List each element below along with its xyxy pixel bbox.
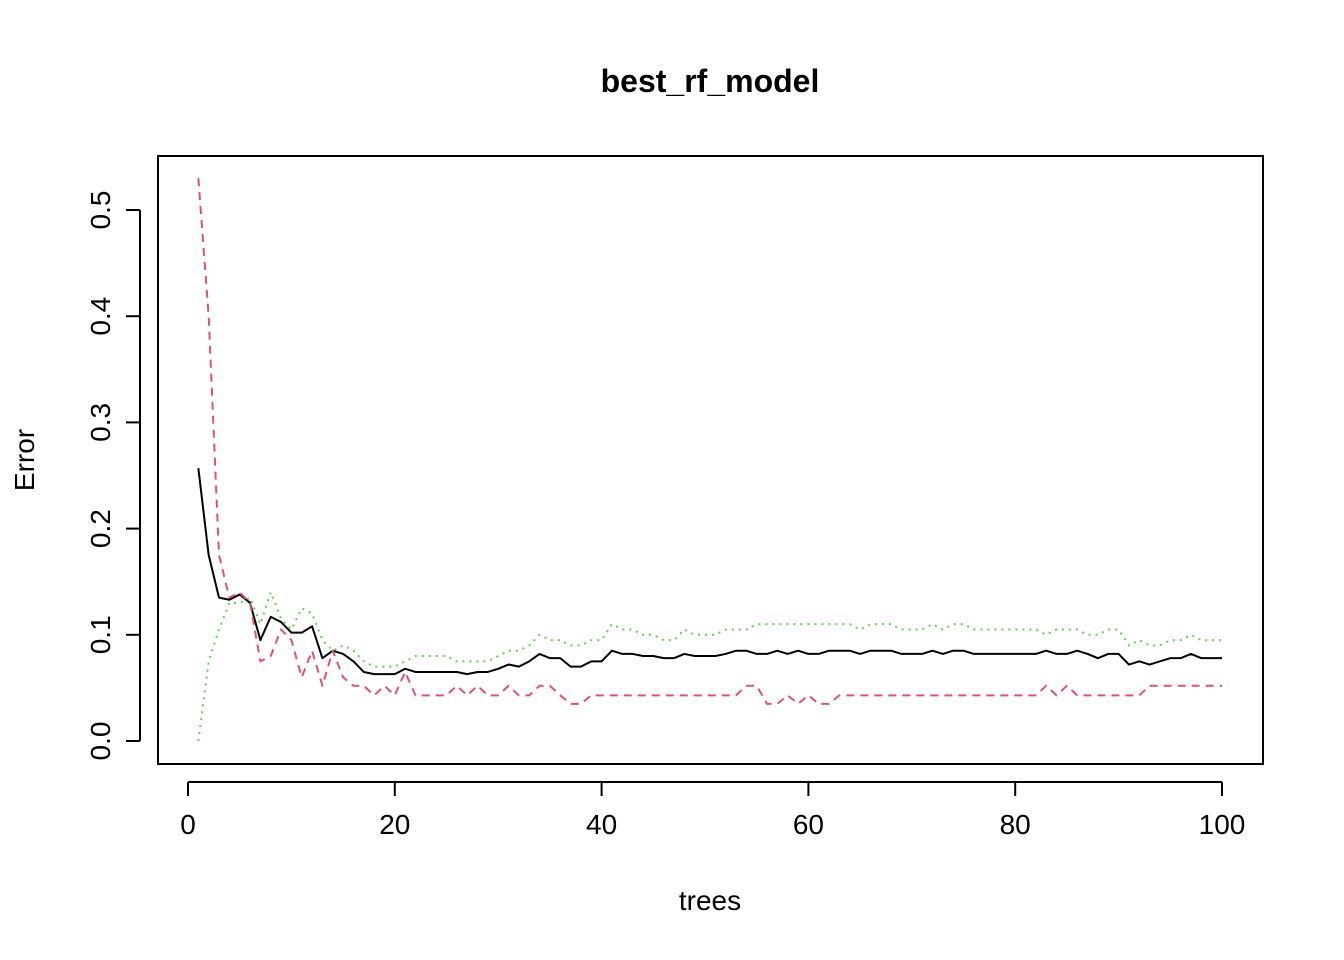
y-tick-label: 0.1 bbox=[85, 615, 116, 654]
series-layer bbox=[197, 178, 1222, 742]
x-axis-label: trees bbox=[679, 885, 741, 916]
x-tick-label: 100 bbox=[1199, 809, 1246, 840]
x-tick-label: 0 bbox=[180, 809, 196, 840]
x-axis: 0 20 40 60 80 100 bbox=[180, 781, 1246, 840]
series-2 bbox=[197, 178, 1222, 705]
y-tick-label: 0.3 bbox=[85, 403, 116, 442]
y-tick-label: 0.2 bbox=[85, 509, 116, 548]
y-tick-label: 0.4 bbox=[85, 297, 116, 336]
y-axis: 0.0 0.1 0.2 0.3 0.4 0.5 bbox=[85, 191, 141, 761]
series-1 bbox=[197, 467, 1222, 676]
x-tick-label: 40 bbox=[586, 809, 617, 840]
series-3 bbox=[197, 591, 1222, 742]
y-axis-label: Error bbox=[9, 429, 40, 491]
series-line-3 bbox=[197, 591, 1222, 742]
plot-frame bbox=[157, 155, 1264, 765]
y-tick-label: 0.0 bbox=[85, 722, 116, 761]
x-tick-label: 60 bbox=[793, 809, 824, 840]
series-line-1 bbox=[197, 467, 1222, 676]
x-tick-label: 80 bbox=[1000, 809, 1031, 840]
y-tick-label: 0.5 bbox=[85, 191, 116, 230]
x-tick-label: 20 bbox=[379, 809, 410, 840]
series-line-2 bbox=[197, 178, 1222, 705]
chart-title: best_rf_model bbox=[601, 63, 820, 99]
